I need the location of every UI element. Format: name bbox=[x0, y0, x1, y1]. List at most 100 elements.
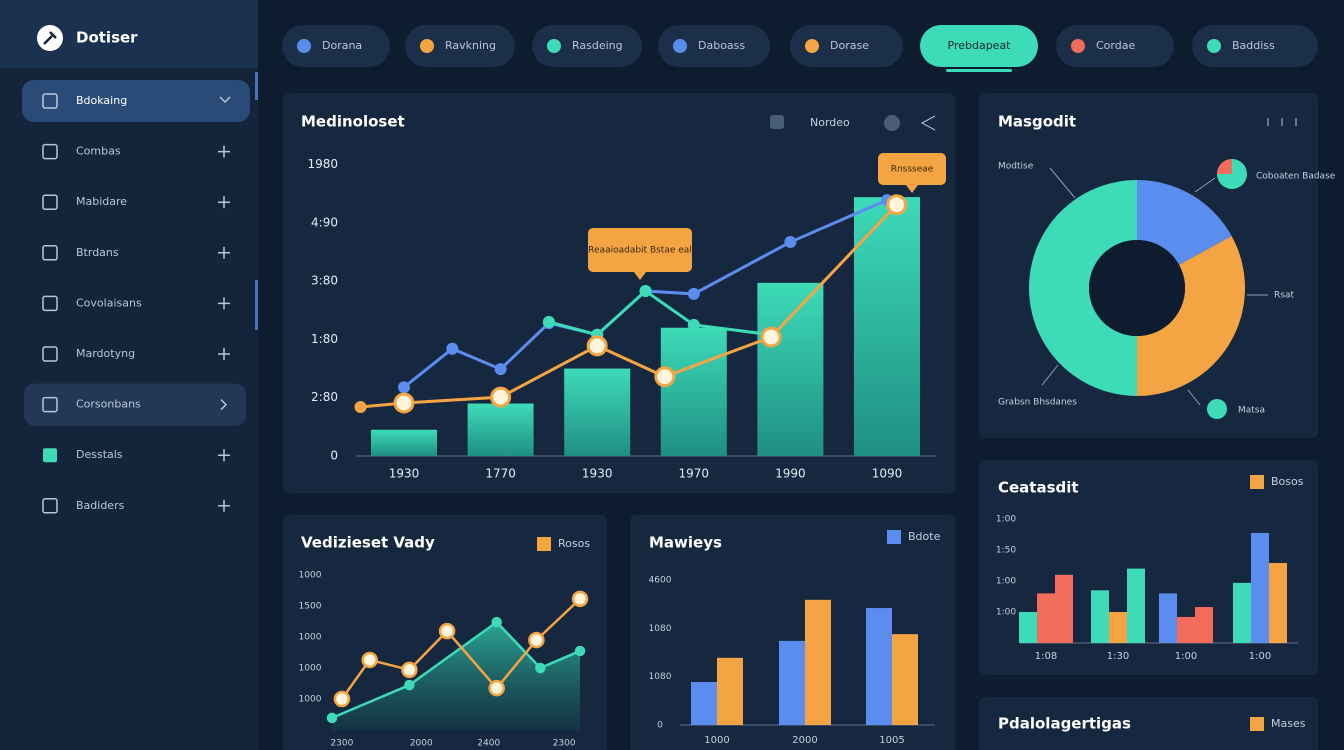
annotation-text: Reaaioadabit Bstae eal bbox=[588, 246, 692, 256]
chart-title: Pdalolagertigas bbox=[998, 715, 1131, 733]
annotation-box bbox=[588, 228, 692, 272]
x-tick-label: 1770 bbox=[485, 467, 516, 481]
bar bbox=[854, 197, 920, 456]
leader bbox=[1041, 167, 1268, 406]
tab-label[interactable]: Prebdapeat bbox=[948, 39, 1012, 52]
tab[interactable] bbox=[405, 25, 515, 67]
nav-icon bbox=[42, 93, 58, 109]
tab-label[interactable]: Baddiss bbox=[1232, 39, 1275, 52]
share-icon bbox=[920, 115, 936, 131]
tab-icon bbox=[420, 39, 434, 53]
bar bbox=[660, 327, 727, 456]
tab-label[interactable]: Ravkning bbox=[445, 39, 496, 52]
point bbox=[438, 622, 456, 640]
mini-dot bbox=[1207, 399, 1227, 419]
bar bbox=[779, 640, 805, 725]
point bbox=[886, 194, 908, 216]
donut-segment bbox=[1137, 180, 1232, 265]
nav-label[interactable]: Mabidare bbox=[76, 195, 127, 208]
y-tick-label: 0 bbox=[330, 449, 338, 463]
tab[interactable] bbox=[790, 25, 903, 67]
bar bbox=[805, 599, 831, 725]
tab[interactable] bbox=[920, 25, 1038, 67]
tab-label[interactable]: Dorase bbox=[830, 39, 869, 52]
plus bbox=[218, 348, 230, 360]
tab-icon bbox=[673, 39, 687, 53]
tab-icon bbox=[1071, 39, 1085, 53]
nav-label[interactable]: Mardotyng bbox=[76, 347, 135, 360]
nav-label[interactable]: Covolaisans bbox=[76, 296, 142, 309]
panel bbox=[979, 697, 1318, 750]
point bbox=[639, 285, 652, 298]
menu-dots bbox=[1267, 118, 1297, 126]
x-tick-label: 1000 bbox=[704, 735, 729, 746]
legend-label: Bdote bbox=[908, 530, 941, 543]
point bbox=[687, 287, 700, 300]
chart-title: Ceatasdit bbox=[998, 479, 1079, 497]
y-tick-label: 4:90 bbox=[311, 215, 338, 229]
plus bbox=[218, 499, 230, 512]
bar bbox=[757, 282, 824, 456]
tab-label[interactable]: Rasdeing bbox=[572, 39, 623, 52]
nav-label[interactable]: Bdokaing bbox=[76, 94, 127, 107]
x-tick-label: 2400 bbox=[477, 739, 500, 749]
tab-label[interactable]: Daboass bbox=[698, 39, 745, 52]
bar bbox=[866, 608, 892, 725]
nav-label[interactable]: Desstals bbox=[76, 448, 123, 461]
y-tick-label: 4600 bbox=[649, 576, 672, 586]
bar bbox=[1037, 593, 1055, 643]
y-tick-label: 1000 bbox=[299, 695, 322, 705]
x-tick-label: 2300 bbox=[330, 739, 353, 749]
nav-label[interactable]: Btrdans bbox=[76, 246, 119, 259]
y-tick-label: 1080 bbox=[649, 624, 672, 634]
legend-label: Rosos bbox=[558, 537, 590, 550]
bar bbox=[1251, 532, 1269, 643]
control-label[interactable]: Nordeo bbox=[810, 116, 850, 129]
bar bbox=[1233, 582, 1251, 643]
x-tick-label: 2000 bbox=[792, 735, 817, 746]
chart-title: Vedizieset Vady bbox=[301, 534, 435, 552]
x-tick-label: 1930 bbox=[389, 467, 420, 481]
tab[interactable] bbox=[1192, 25, 1318, 67]
tab[interactable] bbox=[282, 25, 390, 67]
nav-icon bbox=[42, 498, 58, 514]
y-tick-label: 1:50 bbox=[996, 546, 1016, 556]
point bbox=[401, 661, 418, 679]
y-tick-label: 1000 bbox=[299, 664, 322, 674]
nav-icon bbox=[42, 346, 58, 362]
donut-label: Rsat bbox=[1274, 291, 1294, 301]
tab[interactable] bbox=[658, 25, 770, 67]
control-icon bbox=[770, 115, 784, 129]
donut-label: Grabsn Bhsdanes bbox=[998, 398, 1077, 408]
sidebar bbox=[0, 0, 258, 750]
bar bbox=[371, 429, 437, 456]
content: Bdokaing Combas Mabidare Btrdans Covolaisans… bbox=[22, 25, 1336, 750]
nav-label[interactable]: Corsonbans bbox=[76, 398, 141, 411]
nav-icon bbox=[42, 295, 58, 312]
nav-icon bbox=[42, 396, 58, 413]
tab-label[interactable]: Cordae bbox=[1096, 39, 1135, 52]
scrollbar bbox=[255, 72, 258, 100]
bar bbox=[1091, 590, 1109, 643]
annotation-box bbox=[878, 153, 946, 185]
area bbox=[331, 622, 581, 730]
nav-label[interactable]: Combas bbox=[76, 145, 121, 158]
x-tick-label: 1:00 bbox=[1249, 651, 1271, 662]
point bbox=[326, 712, 338, 724]
tab[interactable] bbox=[1056, 25, 1174, 67]
nav-item-bg bbox=[22, 80, 250, 122]
x-tick-label: 1990 bbox=[775, 467, 806, 481]
donut-label: Matsa bbox=[1238, 406, 1265, 416]
tab-label[interactable]: Dorana bbox=[322, 39, 362, 52]
x-tick-label: 2300 bbox=[553, 739, 576, 749]
y-tick-label: 1:00 bbox=[996, 515, 1016, 525]
point bbox=[361, 651, 378, 669]
x-tick-label: 1005 bbox=[879, 735, 904, 746]
point bbox=[528, 631, 545, 649]
tab[interactable] bbox=[532, 25, 642, 67]
legend-swatch bbox=[1250, 717, 1264, 731]
chart-title: Mawieys bbox=[649, 534, 722, 552]
x-tick-label: 1970 bbox=[679, 467, 710, 481]
y-tick-label: 1000 bbox=[299, 571, 322, 581]
nav-label[interactable]: Badiders bbox=[76, 499, 125, 512]
